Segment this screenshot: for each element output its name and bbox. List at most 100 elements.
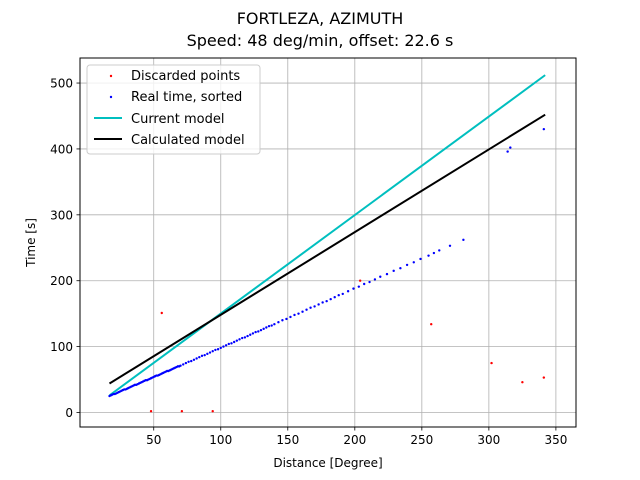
discarded-point <box>160 311 163 315</box>
discarded-point <box>542 376 546 379</box>
real-time-point <box>182 363 185 366</box>
discarded-point <box>149 409 153 413</box>
real-time-point <box>251 332 255 335</box>
chart-subtitle: Speed: 48 deg/min, offset: 22.6 s <box>187 31 454 50</box>
real-time-point <box>357 285 361 288</box>
y-tick-label: 400 <box>50 142 73 156</box>
real-time-point <box>317 303 320 306</box>
real-time-point <box>285 317 288 321</box>
real-time-point <box>254 330 257 334</box>
real-time-point <box>222 345 225 348</box>
real-time-point <box>179 364 182 367</box>
legend-box <box>86 64 261 155</box>
real-time-point <box>542 127 546 131</box>
real-time-point <box>399 267 402 270</box>
real-time-point <box>267 324 271 328</box>
real-time-point <box>277 321 280 324</box>
real-time-point <box>301 310 304 313</box>
legend-marker-real <box>109 95 113 99</box>
real-time-point <box>346 290 350 293</box>
legend-marker-discarded <box>109 74 113 78</box>
discarded-point <box>521 380 524 384</box>
real-time-point <box>273 323 276 326</box>
y-tick-label: 300 <box>50 208 73 222</box>
real-time-point <box>392 269 395 273</box>
discarded-point <box>180 409 184 413</box>
discarded-point <box>430 323 433 326</box>
legend-label-real: Real time, sorted <box>131 90 242 105</box>
real-time-point <box>270 324 273 327</box>
real-time-point <box>297 312 300 315</box>
real-time-point <box>206 352 209 356</box>
y-tick-label: 100 <box>50 340 73 354</box>
real-time-point <box>187 360 190 363</box>
x-tick-label: 50 <box>146 433 161 447</box>
discarded-point <box>211 409 214 413</box>
real-time-point <box>195 357 198 360</box>
real-time-point <box>211 350 214 353</box>
x-tick-label: 350 <box>544 433 567 447</box>
axis-ticks: 50 100 150 200 250 300 350 0 100 200 300 400 500 <box>50 77 567 447</box>
real-time-point <box>219 346 222 350</box>
real-time-point <box>216 348 220 351</box>
real-time-point <box>368 280 371 284</box>
x-tick-label: 150 <box>276 433 299 447</box>
real-time-point <box>329 297 332 301</box>
real-time-point <box>325 299 328 303</box>
real-time-point <box>448 244 452 247</box>
legend: Discarded points Real time, sorted Curre… <box>86 64 261 155</box>
real-time-point <box>230 342 233 345</box>
grid <box>80 58 576 427</box>
real-time-point <box>379 275 382 278</box>
real-time-point <box>293 313 296 317</box>
real-time-point <box>198 355 201 359</box>
real-time-point <box>184 361 188 365</box>
series-layer <box>108 74 546 413</box>
x-tick-label: 250 <box>410 433 433 447</box>
real-time-point <box>235 339 239 342</box>
legend-label-current: Current model <box>131 112 224 127</box>
real-time-point <box>241 336 244 340</box>
real-time-point <box>506 150 509 153</box>
real-time-point <box>227 342 230 346</box>
real-time-point <box>192 358 196 361</box>
real-time-point <box>462 238 465 242</box>
real-time-point <box>412 261 415 264</box>
current-model-line <box>108 74 546 397</box>
real-time-point <box>309 306 312 309</box>
real-time-point <box>373 278 377 281</box>
calculated-model-line <box>108 113 546 385</box>
discarded-point <box>358 279 362 282</box>
real-time-point <box>243 336 247 339</box>
real-time-point <box>438 249 441 252</box>
real-time-point <box>246 334 249 338</box>
legend-label-discarded: Discarded points <box>131 69 240 84</box>
y-axis-label: Time [s] <box>24 218 38 268</box>
x-tick-label: 200 <box>343 433 366 447</box>
real-time-point <box>238 338 241 341</box>
x-tick-label: 100 <box>209 433 232 447</box>
real-time-point <box>509 146 512 149</box>
real-time-point <box>224 344 228 347</box>
real-time-point <box>249 333 252 336</box>
real-time-point <box>214 348 217 352</box>
x-axis-label: Distance [Degree] <box>273 456 382 470</box>
y-tick-label: 500 <box>50 77 73 91</box>
real-time-point <box>362 282 366 286</box>
y-tick-label: 0 <box>65 406 73 420</box>
real-time-point <box>352 287 355 290</box>
real-time-point <box>265 326 268 329</box>
legend-label-calculated: Calculated model <box>131 133 245 148</box>
discarded-point <box>490 361 493 365</box>
real-time-point <box>190 359 193 363</box>
real-time-point <box>200 354 204 358</box>
real-time-point <box>432 251 436 255</box>
real-time-point <box>313 305 316 308</box>
real-time-point <box>341 292 344 296</box>
real-time-point <box>321 301 324 304</box>
real-time-point <box>385 272 389 276</box>
real-time-point <box>419 257 422 261</box>
real-time-point <box>208 351 212 354</box>
real-time-point <box>203 353 206 357</box>
